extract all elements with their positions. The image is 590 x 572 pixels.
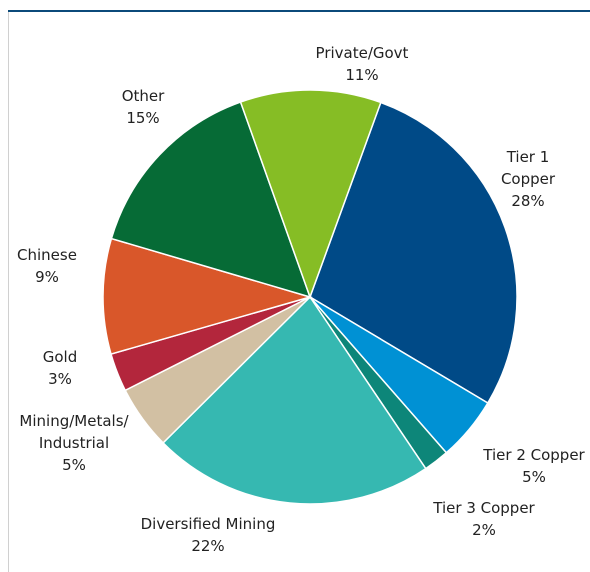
pie-slice-tier-1-copper bbox=[309, 101, 518, 405]
slice-name: Private/Govt bbox=[316, 44, 409, 62]
top-rule bbox=[8, 10, 590, 12]
slice-name: Gold bbox=[43, 348, 78, 366]
slice-label-tier-1-copper: Tier 1 Copper 28% bbox=[501, 148, 556, 210]
slice-name: Tier 3 Copper bbox=[432, 499, 535, 517]
slice-name: Chinese bbox=[17, 246, 77, 264]
slice-percent: 5% bbox=[62, 456, 86, 474]
slice-name: Tier 1 bbox=[506, 148, 550, 166]
slice-name: Tier 2 Copper bbox=[482, 446, 585, 464]
slice-name: Mining/Metals/ bbox=[19, 412, 129, 430]
slice-name: Industrial bbox=[39, 434, 109, 452]
slice-label-chinese: Chinese 9% bbox=[17, 246, 77, 286]
slice-label-other: Other 15% bbox=[122, 87, 165, 127]
pie-slice-chinese bbox=[102, 237, 313, 355]
slice-percent: 15% bbox=[126, 109, 159, 127]
pie-slice-private-govt bbox=[239, 89, 382, 300]
slice-percent: 9% bbox=[35, 268, 59, 286]
slice-percent: 3% bbox=[48, 370, 72, 388]
slice-name: Diversified Mining bbox=[141, 515, 276, 533]
pie-slice-diversified-mining bbox=[162, 295, 427, 505]
slice-name: Other bbox=[122, 87, 165, 105]
slice-label-mining-metals-industrial: Mining/Metals/Industrial 5% bbox=[19, 412, 129, 474]
slice-label-tier-2-copper: Tier 2 Copper 5% bbox=[482, 446, 585, 486]
slice-percent: 5% bbox=[522, 468, 546, 486]
slice-label-gold: Gold 3% bbox=[43, 348, 78, 388]
slice-label-private-govt: Private/Govt 11% bbox=[316, 44, 409, 84]
pie-slice-other bbox=[110, 101, 312, 299]
slice-percent: 22% bbox=[191, 537, 224, 555]
slice-label-diversified-mining: Diversified Mining 22% bbox=[141, 515, 276, 555]
slice-percent: 11% bbox=[345, 66, 378, 84]
left-border bbox=[8, 12, 9, 572]
slice-percent: 28% bbox=[511, 192, 544, 210]
slice-percent: 2% bbox=[472, 521, 496, 539]
slice-label-tier-3-copper: Tier 3 Copper 2% bbox=[432, 499, 535, 539]
slice-name: Copper bbox=[501, 170, 556, 188]
